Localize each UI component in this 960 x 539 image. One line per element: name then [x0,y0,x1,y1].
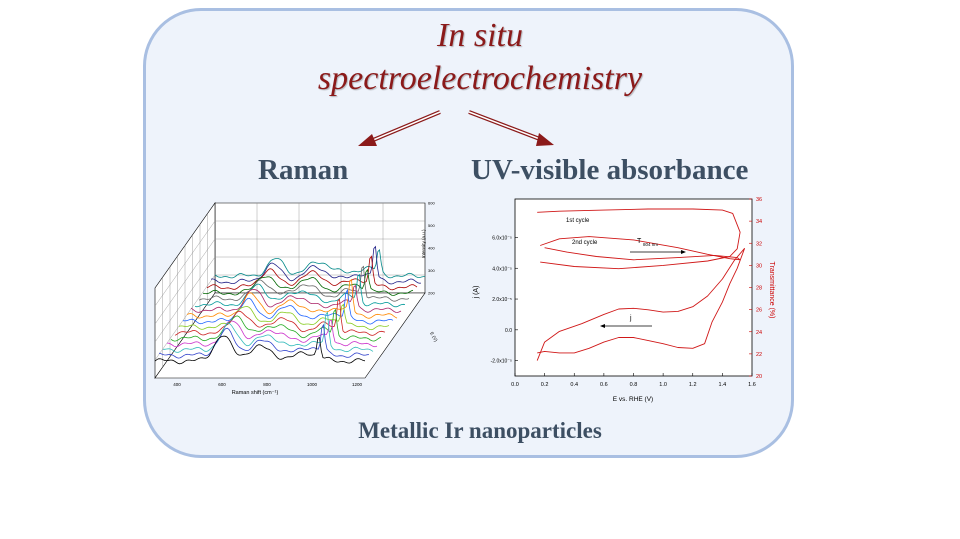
raman-series-line [198,265,410,302]
uv-y2-tick: 30 [756,263,762,269]
raman-back-wall [214,202,426,294]
raman-chart: 400 600 800 1000 1200 200 300 400 500 600 Raman s… [154,201,439,396]
raman-z-tick: 200 [428,291,435,296]
uv-annot-current: j [629,315,632,322]
uv-x-tick: 0.0 [511,382,519,388]
uv-annot-cycle1: 1st cycle [566,218,590,224]
raman-z-tick: 600 [428,201,435,206]
raman-series-line [186,278,398,319]
caption: Metallic Ir nanoparticles [358,418,602,443]
uv-y-tick: 2.0x10⁻⁵ [492,297,512,303]
uv-series-line [537,208,741,270]
uv-series-line [536,248,745,361]
uv-y-tick: 6.0x10⁻⁵ [492,235,512,241]
uv-current-arrowhead [600,324,605,328]
raman-series-line [190,284,402,313]
raman-series-line [206,255,418,291]
raman-tick-labels: 400 600 800 1000 1200 200 300 400 500 600 [173,201,435,388]
raman-heading: Raman [258,154,349,186]
uv-annot-transmittance: T [637,238,642,245]
raman-series-line [178,303,390,331]
uv-y2-tick: 26 [756,308,762,314]
raman-series-line [154,335,366,365]
title-line-2: spectroelectrochemistry [317,60,643,97]
uv-y2-tick: 22 [756,352,762,358]
raman-series-group [154,245,425,365]
uv-transmittance-arrowhead [681,250,686,254]
uv-annot-transmittance-sub: 804 nm [643,242,658,247]
raman-series-line [158,323,370,359]
uv-y2-tick: 32 [756,241,762,247]
raman-z-tick: 500 [428,223,435,228]
uv-y-tick: 4.0x10⁻⁵ [492,266,512,272]
raman-x-tick: 1000 [307,382,318,387]
raman-x-tick: 400 [173,382,181,387]
uv-y-tick: -2.0x10⁻⁵ [491,359,512,365]
arrow-right [468,110,554,146]
raman-x-tick: 800 [263,382,271,387]
raman-series-line [170,308,382,342]
raman-xlabel: Raman shift (cm⁻¹) [232,390,279,396]
title-line-1: In situ [437,17,523,54]
uv-series-line [540,236,741,261]
raman-series-line [194,273,406,308]
uv-heading: UV-visible absorbance [471,154,749,186]
uv-x-tick: 0.4 [570,382,578,388]
uv-series-line [537,248,746,354]
uv-series-group [536,208,746,361]
uv-xlabel: E vs. RHE (V) [613,396,653,403]
uv-y-tick: 0.0 [505,328,512,334]
raman-series-line [174,298,386,336]
raman-series-line [182,288,394,325]
raman-series-line [210,245,422,285]
raman-series-line [163,311,374,353]
raman-series-line [214,249,425,279]
raman-series-line [202,268,414,296]
uv-tick-labels: 0.0 0.2 0.4 0.6 0.8 1.0 1.2 1.4 1.6 -2.0x10⁻⁵ 0.0 2… [491,197,763,388]
uv-x-tick: 1.4 [719,382,727,388]
raman-z-tick: 400 [428,246,435,251]
uv-x-tick: 0.8 [630,382,638,388]
uv-x-tick: 0.2 [541,382,549,388]
raman-x-tick: 1200 [352,382,363,387]
uv-y2label: Transmittance (%) [768,262,775,319]
raman-series-line [166,319,378,348]
uv-y2-tick: 36 [756,197,762,203]
uv-x-tick: 1.2 [689,382,697,388]
raman-z-tick: 300 [428,268,435,273]
uv-annot-cycle2: 2nd cycle [572,240,598,246]
raman-ylabel: E (V) [429,331,439,343]
uv-x-tick: 0.6 [600,382,608,388]
uv-x-tick: 1.6 [748,382,756,388]
raman-x-tick: 600 [218,382,226,387]
raman-zlabel: Intensity (a.u.) [421,229,426,258]
uv-ylabel: j (A) [473,286,480,300]
uv-y2-tick: 34 [756,219,762,225]
uv-chart: 0.0 0.2 0.4 0.6 0.8 1.0 1.2 1.4 1.6 -2.0x10⁻⁵ 0.0 2… [473,197,775,403]
arrow-left [358,110,441,146]
uv-y2-tick: 28 [756,286,762,292]
uv-x-tick: 1.0 [659,382,667,388]
uv-plot-area [514,198,753,377]
uv-y2-tick: 24 [756,330,762,336]
uv-y2-tick: 20 [756,374,762,380]
